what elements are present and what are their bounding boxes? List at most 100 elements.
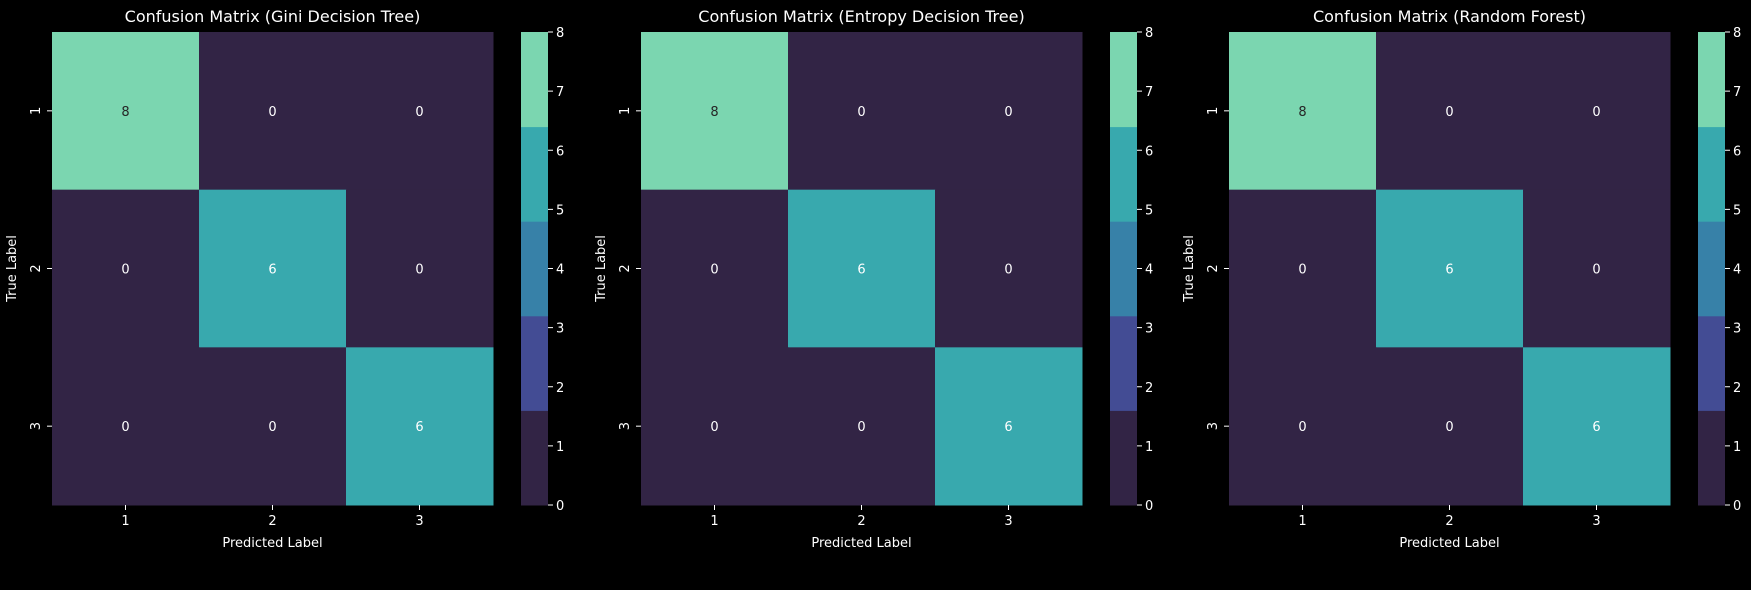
cell-value-label: 0 [415,105,423,120]
colorbar-tick-label: 3 [1733,322,1741,337]
x-tick-label: 3 [1592,514,1600,529]
colorbar-tick-label: 2 [1733,381,1741,396]
y-tick-label: 1 [29,107,44,115]
y-tick-label: 1 [618,107,633,115]
heatmap-panel: 8 0 0 0 6 0 0 0 6 Confusion Matrix (Entropy Decis… [594,7,1153,551]
colorbar-segment [1698,410,1725,506]
colorbar-tick-label: 8 [1145,26,1153,41]
colorbar-tick-label: 5 [556,203,564,218]
colorbar-tick-label: 2 [1145,381,1153,396]
heatmap-cell [199,32,347,191]
colorbar-tick-label: 0 [556,499,564,514]
y-tick-label: 3 [618,422,633,430]
cell-value-label: 0 [268,420,276,435]
x-tick-label: 2 [857,514,865,529]
y-tick-label: 3 [29,422,44,430]
cell-value-label: 0 [1592,105,1600,120]
cell-value-label: 0 [1004,105,1012,120]
x-axis-label: Predicted Label [1399,536,1499,551]
colorbar-segment [521,32,548,128]
colorbar-tick-label: 6 [1145,144,1153,159]
colorbar-tick-label: 2 [556,381,564,396]
x-tick-label: 3 [1004,514,1012,529]
y-axis-label: True Label [594,235,609,303]
heatmap-cell [1523,189,1671,348]
x-tick-label: 1 [1298,514,1306,529]
colorbar-tick-label: 8 [556,26,564,41]
heatmap-cell [346,189,494,348]
chart-title: Confusion Matrix (Entropy Decision Tree) [698,7,1024,26]
x-tick-label: 2 [268,514,276,529]
colorbar-segment [1698,126,1725,222]
heatmap-cell [1229,189,1377,348]
colorbar-segment [1110,410,1137,506]
colorbar-segment [521,126,548,222]
cell-value-label: 6 [1004,420,1012,435]
heatmap-cell [346,347,494,506]
y-tick-label: 2 [29,264,44,272]
heatmap-cell [1376,32,1524,191]
colorbar-segment [1110,32,1137,128]
cell-value-label: 0 [415,263,423,278]
colorbar-tick-label: 0 [1145,499,1153,514]
heatmap-cell [788,347,936,506]
heatmap-cell [52,189,200,348]
colorbar-tick-label: 1 [1733,440,1741,455]
cell-value-label: 0 [1298,420,1306,435]
heatmap-cell [641,189,789,348]
cell-value-label: 0 [857,105,865,120]
colorbar-tick-label: 3 [1145,322,1153,337]
heatmap-cell [1376,189,1524,348]
cell-value-label: 8 [1298,105,1306,120]
y-axis-label: True Label [1182,235,1197,303]
y-tick-label: 2 [618,264,633,272]
x-axis-label: Predicted Label [222,536,322,551]
colorbar-tick-label: 7 [1145,85,1153,100]
colorbar-tick-label: 5 [1145,203,1153,218]
cell-value-label: 0 [1298,263,1306,278]
colorbar-tick-label: 6 [556,144,564,159]
heatmap-cell [346,32,494,191]
heatmap-cell [788,189,936,348]
y-axis-label: True Label [5,235,20,303]
colorbar-tick-label: 7 [1733,85,1741,100]
colorbar-segment [1698,315,1725,411]
cell-value-label: 0 [710,420,718,435]
cell-value-label: 8 [121,105,129,120]
colorbar-tick-label: 6 [1733,144,1741,159]
colorbar-tick-label: 0 [1733,499,1741,514]
heatmap-cell [1523,347,1671,506]
colorbar-tick-label: 4 [1733,263,1741,278]
cell-value-label: 0 [1445,105,1453,120]
colorbar-tick-label: 4 [556,263,564,278]
colorbar-segment [1698,221,1725,317]
heatmap-cell [788,32,936,191]
colorbar-segment [1110,221,1137,317]
heatmap-cell [52,32,200,191]
heatmap-cell [641,347,789,506]
x-tick-label: 2 [1445,514,1453,529]
heatmap-cell [935,347,1083,506]
heatmap-panel: 8 0 0 0 6 0 0 0 6 Confusion Matrix (Gini Decision… [5,7,564,551]
chart-title: Confusion Matrix (Random Forest) [1313,7,1586,26]
cell-value-label: 6 [1445,263,1453,278]
cell-value-label: 0 [710,263,718,278]
cell-value-label: 0 [268,105,276,120]
heatmap-cell [1229,32,1377,191]
heatmap-panel: 8 0 0 0 6 0 0 0 6 Confusion Matrix (Random Forest… [1182,7,1741,551]
colorbar-tick-label: 1 [556,440,564,455]
cell-value-label: 0 [857,420,865,435]
cell-value-label: 6 [857,263,865,278]
chart-title: Confusion Matrix (Gini Decision Tree) [125,7,421,26]
heatmap-cell [199,189,347,348]
heatmap-cell [641,32,789,191]
heatmap-cell [1523,32,1671,191]
cell-value-label: 0 [121,263,129,278]
x-axis-label: Predicted Label [811,536,911,551]
y-tick-label: 3 [1206,422,1221,430]
cell-value-label: 0 [1592,263,1600,278]
heatmap-cell [935,32,1083,191]
cell-value-label: 6 [415,420,423,435]
colorbar-segment [1698,32,1725,128]
